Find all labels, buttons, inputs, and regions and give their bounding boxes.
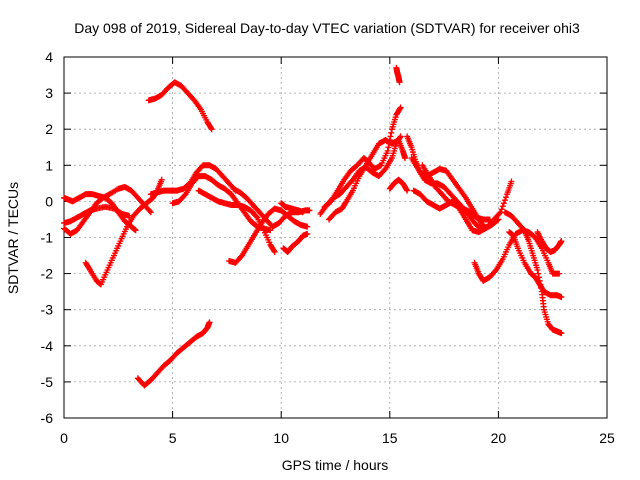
x-axis-label: GPS time / hours	[282, 457, 389, 473]
x-tick-label: 15	[382, 430, 398, 446]
series-arc-7	[147, 162, 239, 198]
data-points	[61, 64, 565, 389]
y-tick-label: 2	[45, 121, 53, 137]
data-point-marker	[181, 192, 188, 199]
data-point-marker	[267, 227, 274, 234]
data-point-marker	[304, 223, 311, 230]
data-point-marker	[508, 178, 515, 185]
data-point-marker	[520, 226, 527, 233]
data-point-marker	[558, 294, 565, 301]
y-tick-label: -1	[41, 230, 54, 246]
data-point-marker	[270, 247, 277, 254]
data-point-marker	[397, 104, 404, 111]
series-arc-15	[321, 104, 404, 210]
data-point-marker	[501, 197, 508, 204]
data-point-marker	[537, 281, 544, 288]
y-tick-label: -4	[41, 338, 54, 354]
data-point-marker	[132, 227, 139, 234]
x-tick-label: 20	[491, 430, 507, 446]
data-point-marker	[86, 265, 93, 272]
data-point-marker	[558, 238, 565, 245]
series-arc-13	[280, 230, 311, 255]
y-tick-label: 1	[45, 157, 53, 173]
series-arc-16	[317, 133, 404, 218]
data-point-marker	[535, 270, 542, 277]
data-point-marker	[499, 203, 506, 210]
data-point-marker	[503, 194, 510, 201]
data-point-marker	[403, 186, 410, 193]
data-point-marker	[299, 209, 306, 216]
grid-lines	[64, 57, 607, 418]
data-point-marker	[208, 126, 215, 133]
series-arc-17	[393, 64, 403, 86]
series-arc-22	[419, 162, 515, 232]
y-tick-label: -6	[41, 410, 54, 426]
data-point-marker	[304, 230, 311, 237]
series-arc-25	[501, 209, 565, 337]
data-point-marker	[535, 274, 542, 281]
data-point-marker	[384, 147, 391, 154]
series-arc-18	[386, 176, 411, 194]
data-point-marker	[146, 208, 153, 215]
data-point-marker	[404, 187, 411, 194]
y-tick-label: 0	[45, 193, 53, 209]
x-tick-label: 5	[169, 430, 177, 446]
data-point-marker	[396, 79, 403, 86]
y-tick-label: -2	[41, 266, 54, 282]
data-point-marker	[238, 253, 245, 260]
series-arc-10	[226, 205, 311, 266]
data-point-marker	[492, 268, 499, 275]
series-arc-5	[145, 79, 215, 133]
x-tick-label: 0	[60, 430, 68, 446]
data-point-marker	[381, 167, 388, 174]
data-point-marker	[500, 200, 507, 207]
data-point-marker	[207, 124, 214, 131]
data-point-marker	[306, 207, 313, 214]
data-point-marker	[342, 199, 349, 206]
x-tick-label: 10	[273, 430, 289, 446]
data-point-marker	[396, 134, 403, 141]
data-point-marker	[496, 210, 503, 217]
series-arc-26	[534, 229, 565, 255]
data-point-marker	[147, 209, 154, 216]
y-tick-label: -3	[41, 302, 54, 318]
data-point-marker	[556, 270, 563, 277]
chart-title: Day 098 of 2019, Sidereal Day-to-day VTE…	[74, 20, 580, 36]
data-point-marker	[158, 176, 165, 183]
data-point-marker	[253, 213, 260, 220]
axes: 0 5 10 15 20 25 -6 -5 -4 -3 -2 -1 0 1 2 3 4	[41, 49, 615, 446]
data-point-marker	[538, 285, 545, 292]
series-arc-3	[61, 183, 154, 237]
data-point-marker	[386, 140, 393, 147]
series-arc-12	[278, 200, 306, 216]
x-tick-label: 25	[599, 430, 615, 446]
data-point-marker	[534, 266, 541, 273]
series-arc-6	[134, 319, 213, 389]
data-point-marker	[498, 206, 505, 213]
data-point-marker	[402, 155, 409, 162]
data-point-marker	[386, 137, 393, 144]
data-point-marker	[271, 248, 278, 255]
data-point-marker	[396, 105, 403, 112]
series-arc-4	[82, 176, 165, 288]
y-tick-label: 3	[45, 85, 53, 101]
data-point-marker	[206, 319, 213, 326]
data-point-marker	[536, 277, 543, 284]
data-point-marker	[388, 129, 395, 136]
data-point-marker	[558, 330, 565, 337]
data-point-marker	[397, 133, 404, 140]
y-axis-label: SDTVAR / TECUs	[5, 182, 21, 294]
data-point-marker	[387, 133, 394, 140]
y-tick-label: -5	[41, 374, 54, 390]
series-arc-24	[506, 229, 565, 301]
data-point-marker	[385, 144, 392, 151]
y-tick-label: 4	[45, 49, 53, 65]
